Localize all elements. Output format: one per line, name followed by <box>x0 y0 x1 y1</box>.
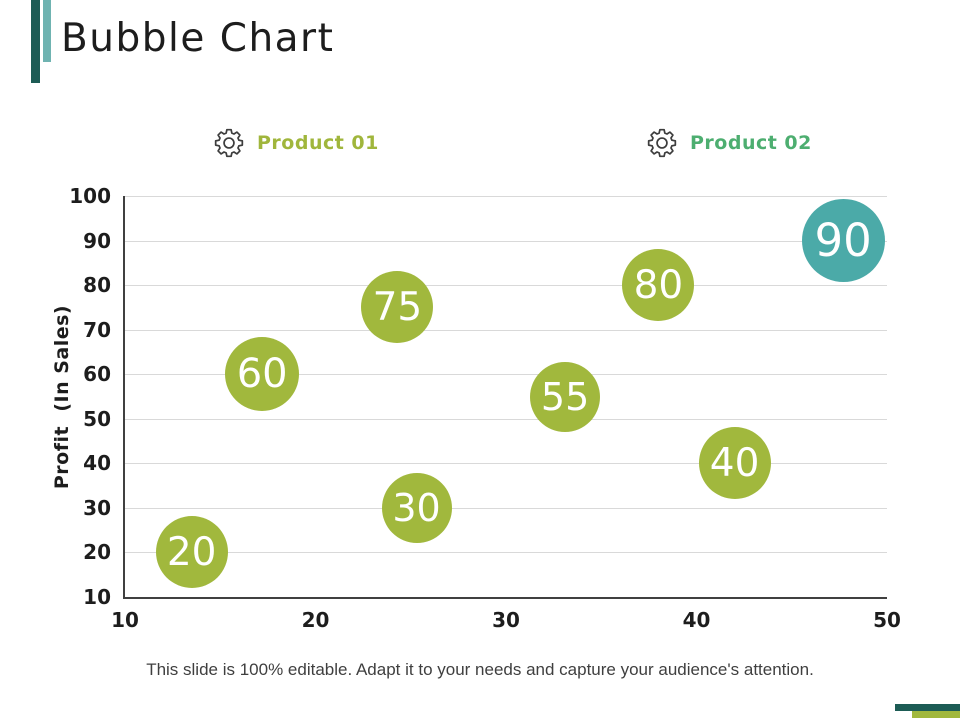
legend-label-product-01: Product 01 <box>257 132 379 154</box>
y-axis-title-wrap: Profit (In Sales) <box>42 196 82 597</box>
y-tick-label-90: 90 <box>83 228 111 253</box>
legend-item-product-01: Product 01 <box>214 126 379 160</box>
gridline-y-80 <box>125 285 887 287</box>
y-tick-label-60: 60 <box>83 362 111 387</box>
y-tick-label-70: 70 <box>83 317 111 342</box>
x-tick-label-30: 30 <box>492 608 520 632</box>
bubble-75: 75 <box>361 271 434 344</box>
bubble-55: 55 <box>530 361 601 432</box>
gear-icon <box>214 128 244 158</box>
gridline-y-30 <box>125 507 887 509</box>
legend-item-product-02: Product 02 <box>647 126 812 160</box>
y-tick-label-20: 20 <box>83 540 111 565</box>
bubble-60: 60 <box>225 337 300 412</box>
bubble-80: 80 <box>622 249 695 322</box>
x-tick-label-50: 50 <box>873 608 901 632</box>
y-tick-label-100: 100 <box>69 184 111 208</box>
x-tick-label-40: 40 <box>682 608 711 632</box>
footer-note: This slide is 100% editable. Adapt it to… <box>146 660 814 679</box>
y-tick-label-10: 10 <box>83 585 111 609</box>
gridline-y-50 <box>125 418 887 420</box>
gridline-y-60 <box>125 374 887 376</box>
title-accent-bar-dark <box>31 0 40 83</box>
gridline-y-70 <box>125 329 887 331</box>
title-accent-bar-light <box>43 0 51 62</box>
y-tick-label-50: 50 <box>83 406 111 431</box>
gridline-y-40 <box>125 463 887 465</box>
bubble-90: 90 <box>801 199 885 283</box>
bubble-20: 20 <box>155 516 228 589</box>
legend-label-product-02: Product 02 <box>690 132 812 154</box>
gridline-y-100 <box>125 196 887 197</box>
bubble-30: 30 <box>381 472 452 543</box>
y-tick-label-30: 30 <box>83 495 111 520</box>
slide-title: Bubble Chart <box>61 16 335 61</box>
plot-area: 10 20 30 40 50 60 70 80 90 100 10 20 30 40 50 20 60 75 30 5… <box>69 184 901 632</box>
y-tick-label-40: 40 <box>83 451 111 476</box>
x-tick-label-10: 10 <box>111 608 139 632</box>
gridline-y-20 <box>125 552 887 554</box>
bubble-40: 40 <box>698 427 771 500</box>
x-tick-label-20: 20 <box>301 608 330 632</box>
gear-icon <box>647 128 677 158</box>
y-tick-label-80: 80 <box>83 273 111 298</box>
corner-accent-bar-dark <box>895 704 960 711</box>
corner-accent-bar-green <box>912 711 960 718</box>
gridline-y-90 <box>125 240 887 242</box>
